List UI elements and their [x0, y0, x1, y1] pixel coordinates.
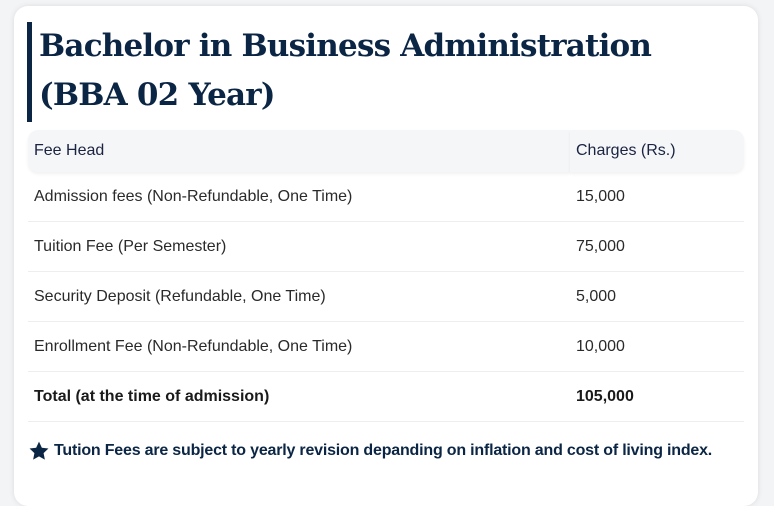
- column-header-charges: Charges (Rs.): [570, 130, 744, 172]
- note-text: Tution Fees are subject to yearly revisi…: [54, 442, 713, 459]
- table-header-row: Fee Head Charges (Rs.): [28, 130, 744, 172]
- star-icon: [29, 441, 49, 460]
- table-row: Security Deposit (Refundable, One Time) …: [28, 271, 744, 322]
- fee-head-cell: Enrollment Fee (Non-Refundable, One Time…: [28, 321, 570, 372]
- title-block: Bachelor in Business Administration (BBA…: [27, 22, 707, 122]
- charge-cell: 10,000: [570, 321, 744, 372]
- revision-note: Tution Fees are subject to yearly revisi…: [28, 440, 758, 462]
- total-label-cell: Total (at the time of admission): [28, 371, 570, 422]
- charge-cell: 15,000: [570, 172, 744, 222]
- page-title: Bachelor in Business Administration (BBA…: [39, 28, 652, 113]
- fee-table: Fee Head Charges (Rs.) Admission fees (N…: [28, 130, 744, 422]
- fee-card: Bachelor in Business Administration (BBA…: [14, 6, 758, 506]
- fee-head-cell: Security Deposit (Refundable, One Time): [28, 271, 570, 322]
- charge-cell: 75,000: [570, 221, 744, 272]
- table-row: Enrollment Fee (Non-Refundable, One Time…: [28, 321, 744, 372]
- charge-cell: 5,000: [570, 271, 744, 322]
- total-row: Total (at the time of admission) 105,000: [28, 371, 744, 422]
- fee-head-cell: Tuition Fee (Per Semester): [28, 221, 570, 272]
- table-row: Tuition Fee (Per Semester) 75,000: [28, 221, 744, 272]
- column-header-fee-head: Fee Head: [28, 130, 570, 172]
- fee-head-cell: Admission fees (Non-Refundable, One Time…: [28, 172, 570, 222]
- total-charge-cell: 105,000: [570, 371, 744, 422]
- table-row: Admission fees (Non-Refundable, One Time…: [28, 172, 744, 222]
